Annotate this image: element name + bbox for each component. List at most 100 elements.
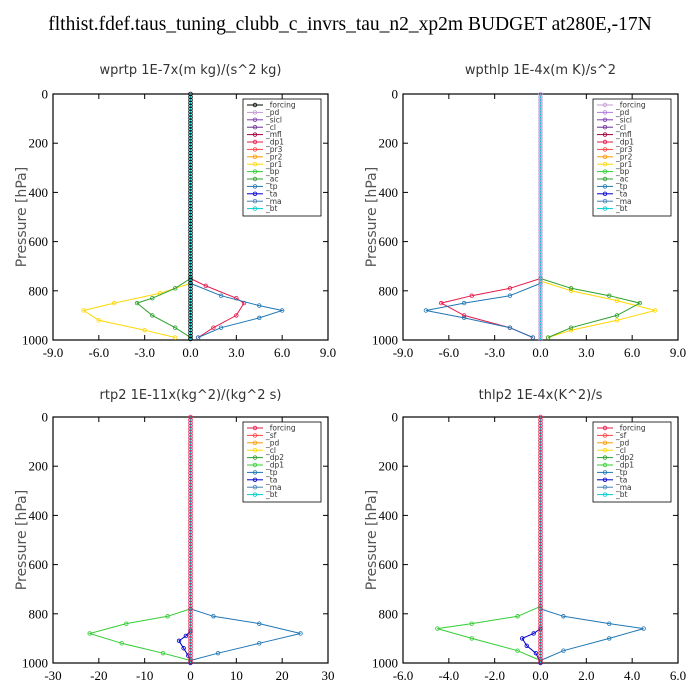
legend-marker-pr2 (602, 154, 608, 159)
series-marker (188, 603, 193, 609)
series-marker (188, 497, 193, 502)
legend-marker-tp (252, 470, 258, 475)
point-tp (218, 325, 224, 330)
curve-tp (425, 282, 541, 338)
legend-label-pr3: _pr3 (615, 145, 633, 154)
series-marker (188, 642, 193, 647)
series-marker (188, 112, 193, 117)
series-marker (538, 612, 543, 618)
y-tick-label: 800 (29, 283, 49, 298)
series-marker (538, 330, 543, 336)
point-tp (461, 315, 467, 321)
legend-label-bp: _bp (615, 167, 630, 176)
legend-label-sicl: _sicl (615, 115, 632, 124)
series-marker (188, 177, 193, 182)
series-marker (188, 195, 193, 200)
series-marker (188, 180, 193, 185)
series-marker (538, 221, 543, 227)
y-axis-label: Pressure [hPa] (14, 490, 30, 590)
series-marker (538, 447, 543, 452)
series-marker (538, 295, 543, 300)
series-marker (188, 609, 193, 615)
series-marker (188, 91, 193, 97)
series-marker (538, 642, 543, 647)
series-marker (188, 257, 193, 262)
series-marker (538, 97, 543, 103)
x-tick-label: 0.0 (532, 345, 548, 360)
legend-label-dp1: _dp1 (265, 461, 284, 470)
series-marker (538, 603, 543, 609)
x-tick-label: 9.0 (320, 345, 336, 360)
legend-label-sf: _sf (615, 431, 627, 440)
series-marker (538, 423, 543, 429)
legend-label-dp2: _dp2 (615, 453, 634, 462)
series-marker (538, 547, 543, 553)
series-marker (538, 103, 543, 109)
series-marker (188, 627, 193, 632)
series-marker (538, 94, 543, 100)
point-dp1 (87, 631, 92, 636)
series-marker (188, 441, 193, 446)
series-marker (188, 298, 193, 303)
series-marker (538, 260, 543, 265)
y-tick-label: 1000 (22, 656, 48, 671)
series-marker (538, 509, 543, 514)
point-ta (533, 650, 539, 656)
y-tick-label: 200 (379, 459, 399, 474)
legend-marker-tp (602, 470, 608, 475)
series-marker (188, 618, 193, 623)
series-marker (538, 209, 543, 215)
series-marker (188, 529, 193, 535)
series-marker (188, 550, 193, 556)
series-marker (188, 295, 193, 300)
series-marker (538, 109, 543, 114)
series-marker (188, 212, 193, 218)
legend-marker-cl (602, 447, 608, 453)
series-marker (188, 221, 193, 227)
curve-pr1 (540, 280, 656, 338)
legend-marker-ac (602, 176, 608, 182)
series-marker (538, 565, 543, 570)
chart-panel-rtp2: rtp2 1E-11x(kg^2)/(kg^2 s) Pressure [hPa]… (14, 388, 335, 683)
series-marker (188, 541, 193, 547)
series-marker (188, 304, 193, 309)
legend-label-sf: _sf (265, 431, 277, 440)
curve-pr1 (82, 282, 191, 338)
point-dp1 (469, 621, 474, 626)
point-tp (507, 293, 513, 298)
x-tick-label: -2.0 (484, 668, 505, 683)
series-marker (188, 580, 193, 585)
series-marker (538, 274, 543, 280)
series-marker (188, 444, 193, 449)
legend-label-ta: _ta (265, 475, 277, 484)
series-marker (538, 310, 543, 315)
series-marker (188, 209, 193, 215)
y-tick-label: 800 (29, 606, 49, 621)
legend-marker-ma (602, 198, 608, 204)
legend-marker-pd (252, 110, 258, 115)
series-marker (188, 280, 193, 286)
series-marker (538, 515, 543, 520)
series-marker (188, 301, 193, 306)
series-marker (538, 461, 543, 467)
series-marker (188, 174, 193, 179)
series-marker (188, 286, 193, 292)
legend-label-sicl: _sicl (265, 115, 282, 124)
series-marker (188, 488, 193, 494)
series-marker (538, 479, 543, 485)
legend-label-tp: _tp (265, 468, 278, 477)
series-marker (188, 236, 193, 241)
series-marker (538, 441, 543, 446)
series-marker (188, 479, 193, 485)
legend-label-dp1: _dp1 (615, 461, 634, 470)
series-marker (538, 574, 543, 579)
series-marker (538, 506, 543, 511)
series-marker (538, 636, 543, 641)
legend-marker-forcing (252, 425, 258, 431)
point-pr1 (614, 318, 620, 323)
y-tick-label: 800 (379, 606, 399, 621)
legend-marker-ta (252, 191, 258, 196)
point-dp1 (438, 300, 444, 306)
series-marker (538, 621, 543, 626)
point-ac (173, 286, 178, 291)
